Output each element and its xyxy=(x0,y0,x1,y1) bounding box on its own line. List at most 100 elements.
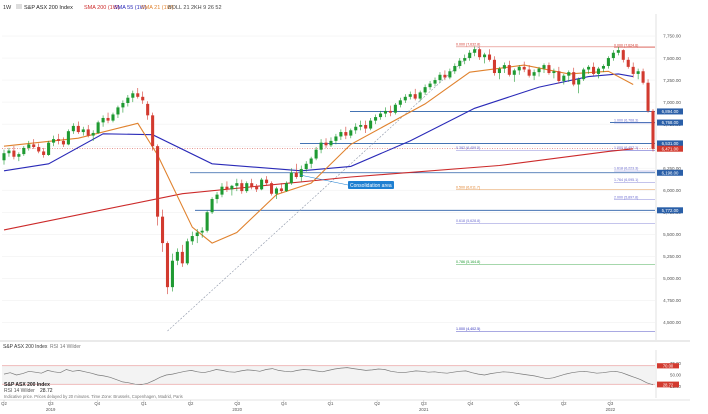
candle-body-53 xyxy=(265,179,269,184)
year-label-2: 2021 xyxy=(419,407,429,412)
year-label-0: 2019 xyxy=(46,407,56,412)
candle-body-38 xyxy=(190,236,194,242)
candle-body-88 xyxy=(438,74,442,81)
candle-body-115 xyxy=(572,72,576,85)
candle-body-10 xyxy=(52,139,56,143)
candle-body-90 xyxy=(448,71,452,78)
candle-body-79 xyxy=(393,104,397,113)
candle-body-112 xyxy=(557,71,561,81)
candle-body-76 xyxy=(378,113,383,118)
fib-label-8: 2.000 (5,897.8) xyxy=(614,195,638,199)
candle-body-67 xyxy=(334,136,338,141)
candle-body-48 xyxy=(240,183,244,192)
fib-label-0: 0.000 (7,632.8) xyxy=(456,43,480,47)
rsi-header: S&P ASX 200 Index RSI 14 Wilder xyxy=(3,344,81,350)
candle-body-122 xyxy=(606,58,610,66)
candle-body-84 xyxy=(418,92,422,99)
candle-body-31 xyxy=(156,146,160,217)
rsi-tick-1: 50.00 xyxy=(670,373,682,378)
year-label-3: 2022 xyxy=(606,407,616,412)
candle-body-129 xyxy=(641,71,645,83)
candle-body-125 xyxy=(621,50,625,60)
rsi-tag-2: 28.72 xyxy=(663,382,674,387)
candle-body-32 xyxy=(160,216,165,244)
y-tick-label-9: 5,500.00 xyxy=(663,232,681,237)
y-tick-label-7: 6,000.00 xyxy=(663,188,681,193)
price-tag-box-4 xyxy=(657,169,683,176)
y-tick-label-13: 4,500.00 xyxy=(663,320,681,325)
candle-body-128 xyxy=(636,71,640,74)
candle-body-119 xyxy=(592,66,596,74)
candle-body-49 xyxy=(245,183,249,192)
legend-sma21[interactable]: SMA 21 (1W) xyxy=(141,5,174,11)
candle-body-123 xyxy=(611,52,615,59)
rsi-legend-params: RSI 14 Wilder xyxy=(4,388,35,394)
candle-body-121 xyxy=(601,65,605,69)
candle-body-27 xyxy=(136,93,140,97)
quarter-label-0: Q2 xyxy=(1,401,7,406)
candle-body-69 xyxy=(344,132,348,136)
candle-body-78 xyxy=(388,110,392,113)
candle-body-60 xyxy=(299,169,303,177)
rsi-tag-box-2 xyxy=(657,382,679,388)
quarter-label-11: Q1 xyxy=(514,401,520,406)
candle-body-86 xyxy=(428,83,432,88)
candle-body-127 xyxy=(631,66,635,74)
fib-label-6: 1.764 (6,095.1) xyxy=(614,178,638,182)
candle-body-96 xyxy=(478,49,482,58)
candle-body-59 xyxy=(294,172,298,177)
consolidation-pointer xyxy=(299,174,349,186)
candle-body-21 xyxy=(106,117,110,121)
candle-body-5 xyxy=(27,144,31,148)
candle-body-36 xyxy=(180,251,184,264)
legend-boll[interactable]: BOLL 21 2 xyxy=(168,5,194,11)
fib-label-9: 0.618 (5,628.8) xyxy=(456,219,480,223)
candle-body-58 xyxy=(289,172,293,184)
candle-body-83 xyxy=(413,94,417,99)
y-tick-label-2: 7,250.00 xyxy=(663,78,681,83)
menu-icon[interactable] xyxy=(16,4,22,9)
candle-body-30 xyxy=(151,115,155,147)
candle-body-89 xyxy=(443,74,447,78)
timeframe-label[interactable]: 1W xyxy=(3,5,12,11)
candle-body-116 xyxy=(577,79,581,85)
candle-body-100 xyxy=(497,68,501,74)
candle-body-15 xyxy=(76,125,80,133)
quarter-label-9: Q3 xyxy=(421,401,427,406)
y-tick-label-10: 5,250.00 xyxy=(663,254,681,259)
legend-kh[interactable]: KH 9 26 52 xyxy=(194,5,222,11)
candle-body-62 xyxy=(309,158,313,164)
fib-label-10: 0.786 (5,164.8) xyxy=(456,260,480,264)
fib-label-4: 1.000 (6,457.1) xyxy=(614,146,638,150)
candle-body-7 xyxy=(37,147,41,152)
candle-body-93 xyxy=(463,58,467,61)
consolidation-box[interactable] xyxy=(348,181,394,189)
candle-body-65 xyxy=(324,142,328,146)
consolidation-label: Consolidation area xyxy=(350,183,392,189)
candle-body-0 xyxy=(2,153,6,161)
candle-body-14 xyxy=(71,125,75,132)
candle-body-82 xyxy=(408,94,412,97)
legend-sma55[interactable]: SMA 55 (1W) xyxy=(114,5,147,11)
price-axis[interactable]: 7,750.007,500.007,250.007,000.006,750.00… xyxy=(655,14,683,340)
rsi-tag-0: 70.00 xyxy=(663,363,674,368)
candle-body-130 xyxy=(646,82,650,111)
candle-body-118 xyxy=(587,66,591,70)
candle-body-37 xyxy=(185,241,189,264)
y-tick-label-12: 4,750.00 xyxy=(663,298,681,303)
price-tag-0: 6,894.00 xyxy=(662,109,679,114)
footer-disclaimer: Indicative price. Prices delayed by 20 m… xyxy=(4,394,183,399)
candle-body-105 xyxy=(522,66,526,70)
candle-body-80 xyxy=(398,100,402,105)
candle-body-66 xyxy=(329,140,333,146)
consolidation-annotation[interactable]: Consolidation area xyxy=(299,174,394,189)
legend-sma200[interactable]: SMA 200 (1W) xyxy=(84,5,120,11)
candle-body-107 xyxy=(532,72,536,76)
fib-label-3: 0.382 (6,459.5) xyxy=(456,146,480,150)
quarter-label-1: Q3 xyxy=(48,401,54,406)
candle-body-3 xyxy=(17,154,21,157)
quarter-label-13: Q3 xyxy=(607,401,613,406)
